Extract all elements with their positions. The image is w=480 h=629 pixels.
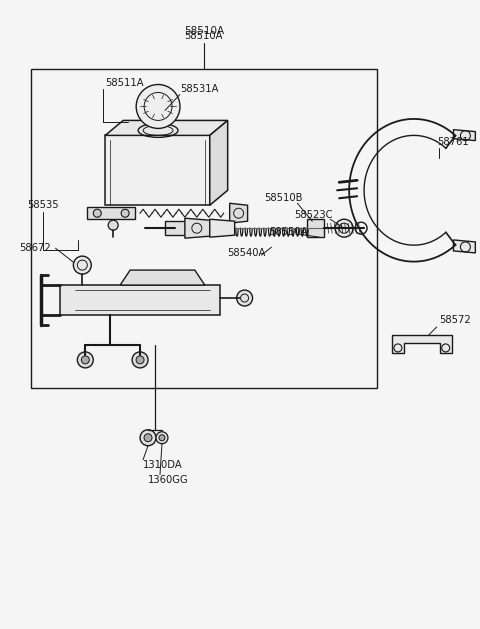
Circle shape <box>140 430 156 446</box>
Text: 58572: 58572 <box>439 315 470 325</box>
Polygon shape <box>454 130 475 141</box>
Polygon shape <box>105 135 210 205</box>
Circle shape <box>121 209 129 217</box>
Circle shape <box>81 356 89 364</box>
Circle shape <box>77 352 93 368</box>
Circle shape <box>136 84 180 128</box>
Text: 1310DA: 1310DA <box>143 460 183 470</box>
Polygon shape <box>87 207 135 220</box>
Polygon shape <box>210 120 228 205</box>
Circle shape <box>144 434 152 442</box>
Polygon shape <box>105 120 228 135</box>
Polygon shape <box>165 221 185 235</box>
Text: 1360GG: 1360GG <box>148 475 189 484</box>
Text: 58550A: 58550A <box>269 227 308 237</box>
Polygon shape <box>307 220 324 237</box>
Text: 58672: 58672 <box>19 243 50 253</box>
Text: 58510A: 58510A <box>184 26 224 36</box>
Circle shape <box>108 220 118 230</box>
Polygon shape <box>185 218 210 238</box>
Text: 58535: 58535 <box>27 200 58 210</box>
Circle shape <box>136 356 144 364</box>
Circle shape <box>93 209 101 217</box>
Circle shape <box>237 290 252 306</box>
Circle shape <box>156 431 168 443</box>
Polygon shape <box>454 240 475 253</box>
Polygon shape <box>392 335 452 353</box>
Circle shape <box>159 435 165 441</box>
Text: 58510A: 58510A <box>184 31 223 41</box>
Text: 58761: 58761 <box>437 137 468 147</box>
Text: 58540A: 58540A <box>228 248 266 258</box>
Text: 58531A: 58531A <box>180 84 218 94</box>
Circle shape <box>335 220 353 237</box>
Text: 58510B: 58510B <box>264 193 303 203</box>
Circle shape <box>132 352 148 368</box>
Circle shape <box>73 256 91 274</box>
Polygon shape <box>229 203 248 223</box>
Polygon shape <box>120 270 205 285</box>
Text: 58511A: 58511A <box>105 77 144 87</box>
Polygon shape <box>210 220 235 237</box>
Polygon shape <box>60 285 220 315</box>
Text: 58523C: 58523C <box>294 210 333 220</box>
